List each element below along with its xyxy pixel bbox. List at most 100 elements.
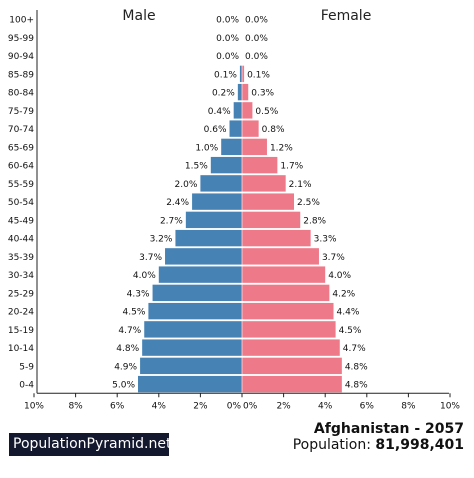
age-group-label: 90-94	[8, 52, 34, 62]
age-group-label: 95-99	[8, 34, 34, 44]
male-bar	[165, 248, 242, 265]
x-tick-label: 8%	[68, 401, 83, 411]
age-group-label: 85-89	[8, 70, 34, 80]
female-bar	[242, 229, 311, 247]
age-group-label: 15-19	[8, 326, 34, 336]
country-year-title: Afghanistan - 2057	[313, 421, 464, 437]
female-value-label: 2.1%	[289, 180, 312, 190]
bars-group	[138, 65, 342, 393]
female-value-label: 0.8%	[262, 125, 285, 135]
female-bar	[242, 138, 267, 156]
x-tick-label: 0%	[243, 401, 258, 411]
age-group-label: 55-59	[8, 180, 34, 190]
female-bar	[242, 102, 253, 119]
x-tick-label: 0%	[227, 401, 242, 411]
female-bar	[242, 357, 342, 375]
population-readout: Population: 81,998,401	[293, 437, 464, 453]
female-value-label: 4.2%	[332, 289, 355, 299]
male-bar	[158, 266, 242, 283]
male-bar	[185, 211, 242, 229]
male-bar	[152, 284, 242, 302]
female-value-label: 4.0%	[328, 271, 351, 281]
age-group-label: 40-44	[8, 235, 34, 245]
male-value-label: 3.2%	[150, 235, 173, 245]
female-value-label: 2.5%	[297, 198, 320, 208]
female-value-label: 4.5%	[339, 326, 362, 336]
x-tick-label: 4%	[152, 401, 167, 411]
male-bar	[200, 175, 242, 192]
male-value-label: 0.0%	[216, 16, 239, 26]
male-value-label: 0.0%	[216, 34, 239, 44]
female-bar	[242, 302, 334, 320]
x-tick-label: 10%	[440, 401, 460, 411]
male-value-label: 4.7%	[118, 326, 141, 336]
male-value-label: 0.6%	[204, 125, 227, 135]
age-group-label: 100+	[9, 16, 34, 26]
female-value-label: 4.7%	[343, 344, 366, 354]
x-tick-label: 10%	[24, 401, 44, 411]
female-value-label: 0.5%	[255, 107, 278, 117]
age-group-label: 50-54	[8, 198, 34, 208]
male-value-label: 4.3%	[127, 289, 150, 299]
female-bar	[242, 248, 319, 265]
female-value-label: 0.0%	[245, 52, 268, 62]
female-value-label: 1.7%	[280, 162, 303, 172]
x-tick-label: 2%	[193, 401, 208, 411]
female-bar	[242, 266, 326, 283]
site-brand[interactable]: PopulationPyramid.net	[9, 433, 171, 456]
male-bar	[229, 120, 242, 137]
x-tick-label: 8%	[401, 401, 416, 411]
male-bar	[221, 138, 242, 156]
age-group-label: 5-9	[19, 362, 34, 372]
axes-group: 100+ 0.0% 0.0% 95-99 0.0% 0.0% 90-94 0.0% 0.0% 85…	[8, 10, 460, 411]
age-group-label: 0-4	[19, 381, 34, 391]
female-bar	[242, 211, 301, 229]
female-bar	[242, 65, 245, 83]
x-tick-label: 6%	[360, 401, 375, 411]
male-value-label: 5.0%	[112, 381, 135, 391]
age-group-label: 25-29	[8, 289, 34, 299]
female-value-label: 3.3%	[314, 235, 337, 245]
male-value-label: 4.0%	[133, 271, 156, 281]
female-bar	[242, 156, 278, 174]
female-value-label: 0.0%	[245, 34, 268, 44]
female-value-label: 4.8%	[345, 362, 368, 372]
male-value-label: 1.5%	[185, 162, 208, 172]
male-value-label: 1.0%	[195, 143, 218, 153]
x-tick-label: 6%	[110, 401, 125, 411]
female-value-label: 0.0%	[245, 16, 268, 26]
male-bar	[138, 375, 242, 393]
age-group-label: 20-24	[8, 308, 34, 318]
male-bar	[239, 65, 242, 83]
male-bar	[237, 83, 242, 101]
female-bar	[242, 83, 249, 101]
female-bar	[242, 120, 259, 137]
male-value-label: 2.0%	[175, 180, 198, 190]
male-bar	[210, 156, 242, 174]
x-tick-label: 2%	[276, 401, 291, 411]
male-value-label: 0.1%	[214, 70, 237, 80]
female-bar	[242, 321, 336, 338]
female-value-label: 0.1%	[247, 70, 270, 80]
female-value-label: 0.3%	[251, 89, 274, 99]
female-bar	[242, 284, 330, 302]
age-group-label: 45-49	[8, 216, 34, 226]
male-bar	[233, 102, 242, 119]
female-bar	[242, 339, 340, 356]
male-bar	[175, 229, 242, 247]
male-value-label: 0.0%	[216, 52, 239, 62]
male-value-label: 4.9%	[114, 362, 137, 372]
female-value-label: 3.7%	[322, 253, 345, 263]
male-value-label: 0.2%	[212, 89, 235, 99]
age-group-label: 80-84	[8, 89, 34, 99]
female-value-label: 4.8%	[345, 381, 368, 391]
male-bar	[148, 302, 242, 320]
male-value-label: 4.8%	[116, 344, 139, 354]
male-value-label: 2.4%	[166, 198, 189, 208]
male-bar	[192, 193, 242, 210]
female-value-label: 4.4%	[337, 308, 360, 318]
age-group-label: 60-64	[8, 162, 34, 172]
age-group-label: 75-79	[8, 107, 34, 117]
female-bar	[242, 193, 294, 210]
age-group-label: 65-69	[8, 143, 34, 153]
